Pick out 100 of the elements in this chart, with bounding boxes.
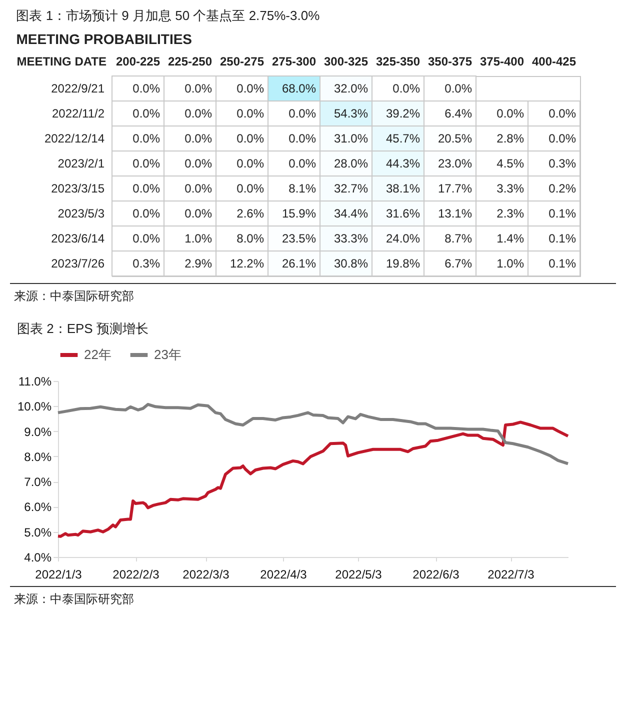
y-tick-label: 2023/3/15 (51, 182, 105, 196)
data-label: 32.7% (334, 182, 368, 196)
y-tick-label: 2023/5/3 (58, 206, 105, 220)
data-label: 19.8% (386, 256, 420, 270)
legend-label: 23年 (154, 347, 182, 362)
data-label: 17.7% (438, 182, 472, 196)
y-tick-label: 9.0% (24, 424, 52, 439)
data-label: 23.5% (282, 232, 316, 246)
data-label: 26.1% (282, 256, 316, 270)
data-label: 20.5% (438, 132, 472, 146)
data-label: 2.9% (184, 256, 212, 270)
data-label: 45.7% (386, 132, 420, 146)
x-tick-label: 325-350 (376, 54, 420, 68)
x-tick-label: 275-300 (272, 54, 316, 68)
y-axis-title: MEETING DATE (16, 54, 106, 68)
data-label: 0.0% (236, 182, 264, 196)
chart-title: 图表 2：EPS 预测增长 (16, 321, 148, 336)
data-label: 0.0% (236, 156, 264, 170)
data-label: 68.0% (282, 82, 316, 96)
data-label: 1.0% (496, 256, 524, 270)
data-label: 8.7% (444, 232, 472, 246)
data-label: 3.3% (496, 182, 524, 196)
data-label: 0.0% (496, 106, 524, 120)
y-tick-label: 2023/2/1 (58, 156, 105, 170)
data-label: 0.0% (184, 206, 212, 220)
legend-label: 22年 (84, 347, 112, 362)
data-label: 24.0% (386, 232, 420, 246)
data-label: 0.0% (132, 182, 160, 196)
data-label: 0.0% (392, 82, 420, 96)
data-label: 31.0% (334, 132, 368, 146)
data-label: 44.3% (386, 156, 420, 170)
y-tick-label: 11.0% (18, 374, 52, 388)
data-label: 0.1% (548, 206, 576, 220)
data-label: 23.0% (438, 156, 472, 170)
data-label: 31.6% (386, 206, 420, 220)
data-label: 8.0% (236, 232, 264, 246)
data-label: 0.1% (548, 232, 576, 246)
data-label: 2.6% (236, 206, 264, 220)
y-tick-label: 7.0% (24, 475, 52, 490)
data-label: 0.0% (132, 82, 160, 96)
line-series (56, 420, 570, 538)
data-label: 0.0% (184, 106, 212, 120)
data-label: 0.0% (132, 106, 160, 120)
data-label: 0.0% (236, 132, 264, 146)
x-tick-label: 2022/7/3 (488, 568, 535, 582)
y-tick-label: 2023/6/14 (51, 232, 105, 246)
x-tick-label: 350-375 (428, 54, 472, 68)
data-label: 2.8% (496, 132, 524, 146)
data-label: 54.3% (334, 106, 368, 120)
data-label: 0.0% (184, 182, 212, 196)
data-label: 1.0% (184, 232, 212, 246)
y-tick-label: 6.0% (24, 500, 52, 514)
x-tick-label: 300-325 (324, 54, 368, 68)
data-label: 0.2% (548, 182, 576, 196)
x-tick-label: 225-250 (168, 54, 212, 68)
y-tick-label: 2022/11/2 (52, 106, 105, 120)
x-tick-label: 2022/1/3 (35, 568, 82, 582)
data-label: 15.9% (282, 206, 316, 220)
source-note: 来源：中泰国际研究部 (10, 283, 616, 311)
chart-subtitle: MEETING PROBABILITIES (16, 31, 192, 47)
x-tick-label: 400-425 (532, 54, 576, 68)
y-tick-label: 4.0% (24, 550, 52, 564)
source-note: 来源：中泰国际研究部 (10, 586, 616, 614)
data-label: 33.3% (334, 232, 368, 246)
data-label: 6.7% (444, 256, 472, 270)
data-label: 0.0% (184, 82, 212, 96)
data-label: 0.0% (132, 156, 160, 170)
y-tick-label: 5.0% (24, 525, 52, 540)
data-label: 39.2% (386, 106, 420, 120)
x-tick-label: 2022/5/3 (335, 568, 382, 582)
y-tick-label: 2022/9/21 (51, 82, 105, 96)
x-tick-label: 2022/3/3 (182, 568, 230, 582)
data-label: 0.3% (132, 256, 160, 270)
data-label: 30.8% (334, 256, 368, 270)
data-label: 28.0% (334, 156, 368, 170)
y-tick-label: 2022/12/14 (44, 132, 105, 146)
y-tick-label: 10.0% (17, 400, 52, 414)
line-series (56, 402, 570, 466)
data-label: 0.0% (132, 232, 160, 246)
x-tick-label: 2022/2/3 (112, 568, 160, 582)
chart-title: 图表 1：市场预计 9 月加息 50 个基点至 2.75%-3.0% (16, 8, 320, 23)
data-label: 38.1% (386, 182, 420, 196)
data-label: 8.1% (288, 182, 316, 196)
x-tick-label: 2022/4/3 (260, 568, 308, 582)
data-label: 0.0% (288, 132, 316, 146)
data-label: 0.1% (548, 256, 576, 270)
data-label: 12.2% (230, 256, 264, 270)
data-label: 32.0% (334, 82, 368, 96)
data-label: 0.0% (132, 132, 160, 146)
x-tick-label: 375-400 (480, 54, 524, 68)
data-label: 34.4% (334, 206, 368, 220)
data-label: 0.0% (444, 82, 472, 96)
y-tick-label: 8.0% (24, 450, 52, 464)
data-label: 4.5% (496, 156, 524, 170)
data-label: 0.0% (288, 156, 316, 170)
data-label: 6.4% (444, 106, 472, 120)
y-tick-label: 2023/7/26 (51, 256, 105, 270)
x-tick-label: 250-275 (220, 54, 264, 68)
data-label: 0.0% (184, 156, 212, 170)
data-label: 0.0% (548, 132, 576, 146)
